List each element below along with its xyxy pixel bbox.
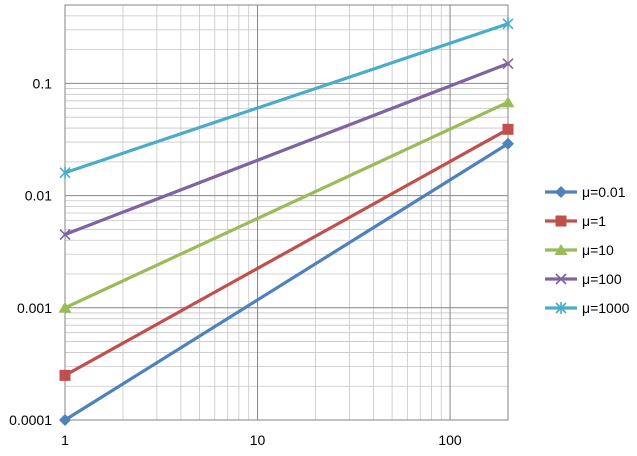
series-line [63, 142, 510, 422]
legend-entry: μ=1 [545, 213, 606, 229]
data-point [501, 96, 515, 108]
legend: μ=0.01 μ=1 μ=10 μ=100 μ=1000 [545, 184, 630, 316]
plot-area-border [64, 4, 509, 421]
y-tick-label: 0.001 [17, 300, 52, 316]
x-axis-tick-labels: 1 10 100 [61, 432, 462, 448]
legend-marker [555, 273, 567, 285]
series-2 [58, 96, 515, 313]
series-line [63, 22, 510, 175]
series-0 [59, 137, 514, 426]
data-point [59, 414, 71, 426]
minor-gridlines [65, 4, 509, 420]
legend-entry: μ=100 [545, 271, 622, 287]
legend-label: μ=1 [582, 213, 606, 229]
data-point [502, 58, 514, 70]
series-1 [59, 123, 514, 381]
data-point [502, 17, 514, 30]
series-line [63, 100, 510, 310]
series-line [63, 127, 510, 377]
data-point [59, 369, 71, 381]
legend-marker [555, 186, 567, 198]
y-tick-label: 0.01 [25, 188, 52, 204]
series-layer [58, 17, 515, 426]
series-line [63, 62, 510, 237]
y-axis-tick-labels: 0.0001 0.001 0.01 0.1 [9, 75, 52, 428]
legend-label: μ=0.01 [582, 184, 626, 200]
plot-frame [64, 4, 509, 421]
legend-marker [555, 215, 567, 227]
legend-label: μ=100 [582, 271, 622, 287]
data-point [59, 166, 71, 179]
y-tick-label: 0.0001 [9, 412, 52, 428]
y-tick-label: 0.1 [33, 75, 53, 91]
x-tick-label: 100 [438, 432, 462, 448]
legend-entry: μ=0.01 [545, 184, 626, 200]
legend-label: μ=10 [582, 242, 614, 258]
legend-marker [555, 302, 567, 314]
data-point [58, 301, 72, 313]
x-tick-label: 10 [250, 432, 266, 448]
series-4 [59, 17, 514, 179]
legend-entry: μ=10 [545, 242, 614, 258]
data-point [502, 137, 514, 150]
legend-label: μ=1000 [582, 300, 630, 316]
data-point [59, 228, 71, 241]
series-3 [59, 58, 514, 241]
legend-entry: μ=1000 [545, 300, 630, 316]
legend-marker [554, 244, 568, 255]
data-point [502, 123, 514, 135]
x-tick-label: 1 [61, 432, 69, 448]
